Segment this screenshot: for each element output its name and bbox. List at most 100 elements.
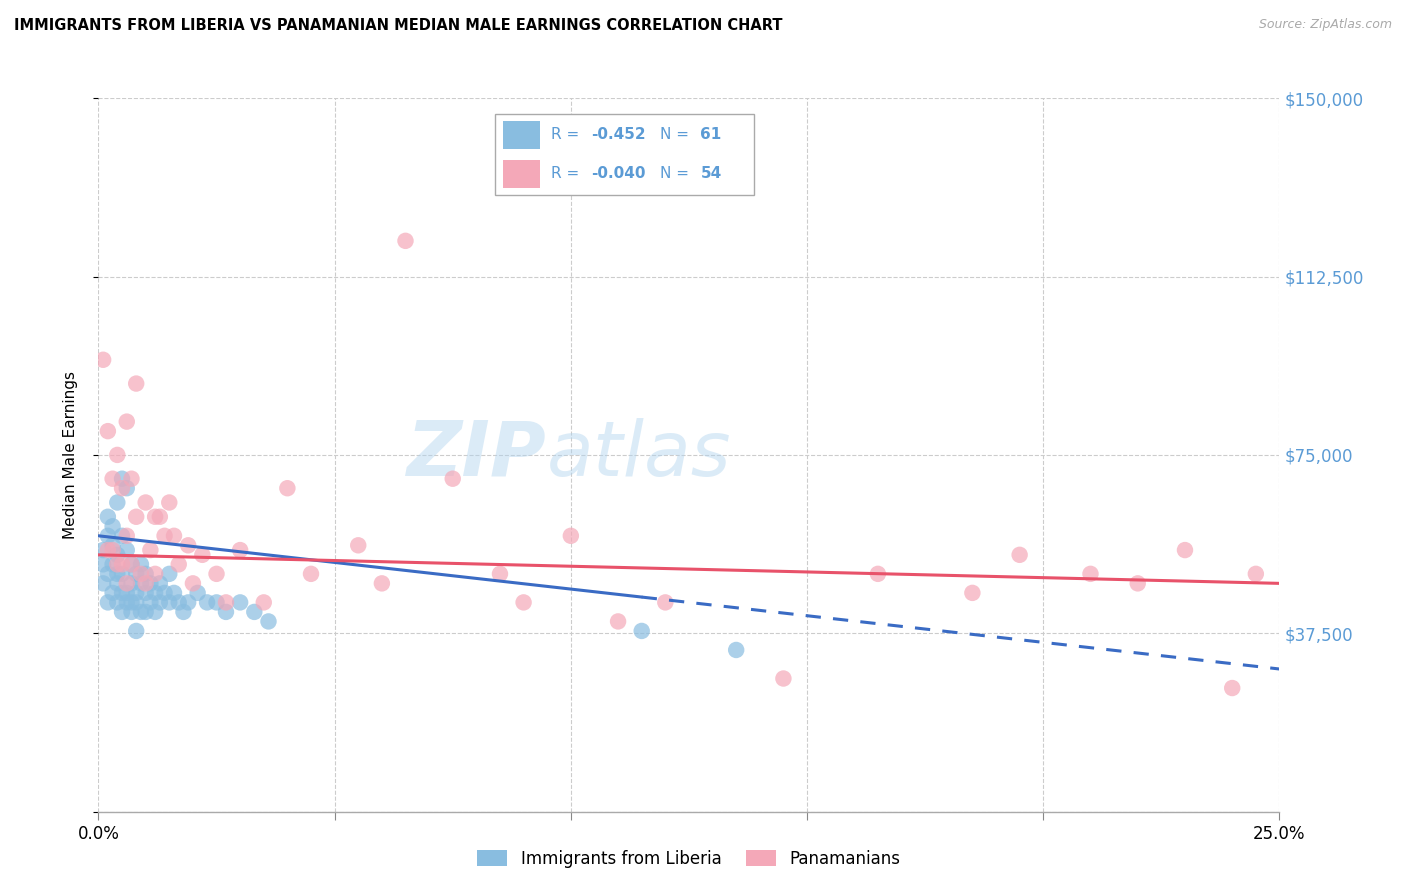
- Point: [1080, 566, 1102, 581]
- Point: [276, 481, 298, 495]
- Point: [125, 376, 148, 391]
- Point: [177, 595, 200, 609]
- Point: [181, 576, 204, 591]
- Point: [607, 615, 630, 629]
- FancyBboxPatch shape: [495, 114, 754, 194]
- Point: [135, 586, 157, 600]
- Point: [157, 495, 180, 509]
- Point: [139, 576, 162, 591]
- Point: [205, 566, 228, 581]
- Point: [1244, 566, 1267, 581]
- Point: [97, 529, 120, 543]
- Point: [101, 538, 124, 552]
- Point: [866, 566, 889, 581]
- Point: [157, 566, 180, 581]
- Point: [91, 352, 114, 367]
- Point: [139, 595, 162, 609]
- Text: 61: 61: [700, 127, 721, 142]
- Point: [101, 586, 124, 600]
- Point: [1220, 681, 1243, 695]
- Point: [167, 595, 190, 609]
- Point: [725, 643, 748, 657]
- Point: [111, 605, 134, 619]
- Point: [115, 576, 138, 591]
- Point: [187, 586, 209, 600]
- Point: [125, 595, 148, 609]
- Point: [143, 509, 166, 524]
- Point: [1126, 576, 1149, 591]
- Point: [441, 472, 464, 486]
- Point: [135, 566, 157, 581]
- Point: [163, 586, 186, 600]
- Point: [121, 472, 143, 486]
- Point: [115, 529, 138, 543]
- Point: [243, 605, 266, 619]
- Point: [371, 576, 394, 591]
- Point: [167, 558, 190, 572]
- Point: [253, 595, 276, 609]
- Point: [111, 481, 134, 495]
- FancyBboxPatch shape: [503, 120, 540, 149]
- Point: [121, 558, 143, 572]
- Point: [143, 566, 166, 581]
- Point: [101, 472, 124, 486]
- Point: [195, 595, 218, 609]
- Point: [111, 586, 134, 600]
- Point: [105, 548, 128, 562]
- Point: [105, 448, 128, 462]
- Point: [1174, 543, 1197, 558]
- Point: [205, 595, 228, 609]
- Point: [91, 576, 114, 591]
- Text: atlas: atlas: [547, 418, 731, 491]
- Point: [121, 605, 143, 619]
- Point: [215, 595, 238, 609]
- Point: [299, 566, 322, 581]
- Point: [125, 586, 148, 600]
- Point: [347, 538, 370, 552]
- Point: [115, 481, 138, 495]
- Text: IMMIGRANTS FROM LIBERIA VS PANAMANIAN MEDIAN MALE EARNINGS CORRELATION CHART: IMMIGRANTS FROM LIBERIA VS PANAMANIAN ME…: [14, 18, 783, 33]
- Point: [394, 234, 416, 248]
- Point: [512, 595, 534, 609]
- Point: [97, 595, 120, 609]
- Point: [772, 672, 794, 686]
- Point: [97, 543, 120, 558]
- Point: [111, 566, 134, 581]
- Point: [172, 605, 194, 619]
- Point: [135, 605, 157, 619]
- Point: [153, 529, 176, 543]
- Point: [962, 586, 984, 600]
- Point: [257, 615, 280, 629]
- Point: [215, 605, 238, 619]
- Text: N =: N =: [661, 127, 695, 142]
- Text: 54: 54: [700, 166, 721, 181]
- Legend: Immigrants from Liberia, Panamanians: Immigrants from Liberia, Panamanians: [471, 844, 907, 875]
- Point: [115, 595, 138, 609]
- Point: [115, 543, 138, 558]
- Point: [149, 509, 172, 524]
- Text: R =: R =: [551, 166, 583, 181]
- Point: [105, 566, 128, 581]
- Text: R =: R =: [551, 127, 583, 142]
- Point: [654, 595, 676, 609]
- Point: [229, 595, 252, 609]
- Point: [129, 576, 152, 591]
- Point: [143, 586, 166, 600]
- Point: [149, 595, 172, 609]
- Point: [91, 558, 114, 572]
- Point: [135, 495, 157, 509]
- Text: Source: ZipAtlas.com: Source: ZipAtlas.com: [1258, 18, 1392, 31]
- Point: [105, 576, 128, 591]
- Point: [111, 558, 134, 572]
- Point: [129, 566, 152, 581]
- Point: [121, 576, 143, 591]
- Point: [111, 529, 134, 543]
- Point: [129, 605, 152, 619]
- Point: [111, 472, 134, 486]
- Point: [153, 586, 176, 600]
- Point: [105, 595, 128, 609]
- Point: [101, 543, 124, 558]
- Point: [139, 543, 162, 558]
- Point: [101, 519, 124, 533]
- Point: [125, 624, 148, 638]
